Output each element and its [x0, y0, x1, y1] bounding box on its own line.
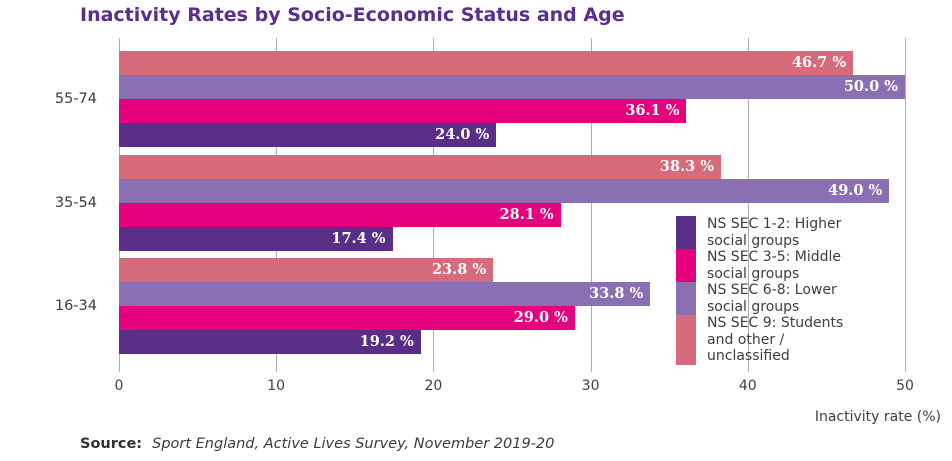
bar-ns-sec-9-35-54: 38.3 % [119, 155, 722, 179]
bar-value-label: 33.8 % [589, 285, 644, 302]
legend-swatch-icon [676, 249, 696, 282]
x-tick-label-30: 30 [581, 378, 600, 394]
bar-value-label: 29.0 % [513, 309, 568, 326]
x-tick-label-0: 0 [114, 378, 124, 394]
bar-value-label: 49.0 % [828, 182, 883, 199]
bar-value-label: 23.8 % [431, 261, 487, 278]
source-note: Source: Sport England, Active Lives Surve… [80, 436, 554, 452]
legend-item-3: NS SEC 9: Students and other / unclassifie… [676, 315, 843, 365]
legend-item-label: NS SEC 3-5: Middle social groups [707, 249, 842, 282]
legend: NS SEC 1-2: Higher social groups NS SEC 3-… [676, 216, 843, 365]
gridline-50 [905, 38, 906, 372]
bar-ns-sec-6-8-16-34: 33.8 % [119, 282, 651, 306]
bar-value-label: 38.3 % [659, 158, 715, 175]
bar-ns-sec-6-8-35-54: 49.0 % [119, 179, 890, 203]
legend-swatch-icon [676, 282, 696, 315]
legend-item-label: NS SEC 9: Students and other / unclassifie… [707, 315, 844, 364]
gridline-40 [747, 38, 749, 372]
y-axis-label-16-34: 16-34 [54, 298, 97, 314]
bar-ns-sec-9-16-34: 23.8 % [119, 258, 494, 282]
bar-value-label: 17.4 % [331, 230, 386, 247]
plot-area: 46.7 % 50.0 % 36.1 % 24.0 % 38.3 % 49.0 % 28.1… [119, 38, 920, 372]
x-tick-label-20: 20 [424, 378, 443, 394]
legend-item-label: NS SEC 6-8: Lower social groups [707, 282, 837, 315]
x-axis-title: Inactivity rate (%) [814, 409, 941, 425]
legend-swatch-icon [676, 315, 696, 365]
chart-title: Inactivity Rates by Socio-Economic Statu… [80, 4, 625, 26]
gridline-30 [590, 38, 592, 372]
bar-ns-sec-1-2-55-74: 24.0 % [119, 123, 497, 147]
bar-ns-sec-3-5-16-34: 29.0 % [119, 306, 575, 330]
bar-ns-sec-6-8-55-74: 50.0 % [119, 75, 905, 99]
bar-ns-sec-3-5-55-74: 36.1 % [119, 99, 687, 123]
x-tick-label-10: 10 [267, 378, 286, 394]
legend-item-1: NS SEC 3-5: Middle social groups [676, 249, 843, 282]
source-text: Sport England, Active Lives Survey, Nove… [152, 436, 555, 452]
bar-value-label: 24.0 % [435, 126, 490, 143]
x-tick-label-40: 40 [738, 378, 757, 394]
legend-item-2: NS SEC 6-8: Lower social groups [676, 282, 843, 315]
bar-ns-sec-3-5-35-54: 28.1 % [119, 203, 561, 227]
bar-ns-sec-1-2-35-54: 17.4 % [119, 227, 393, 251]
bar-value-label: 19.2 % [359, 333, 414, 350]
y-axis-label-35-54: 35-54 [54, 195, 97, 211]
bar-value-label: 46.7 % [791, 54, 847, 71]
source-label: Source: [80, 436, 143, 452]
bar-value-label: 50.0 % [843, 78, 898, 95]
bar-ns-sec-1-2-16-34: 19.2 % [119, 330, 421, 354]
legend-swatch-icon [676, 216, 696, 249]
bar-ns-sec-9-55-74: 46.7 % [119, 51, 854, 75]
x-tick-label-50: 50 [896, 378, 914, 394]
y-axis-label-55-74: 55-74 [54, 91, 97, 107]
bar-value-label: 28.1 % [499, 206, 554, 223]
legend-item-0: NS SEC 1-2: Higher social groups [676, 216, 843, 249]
legend-item-label: NS SEC 1-2: Higher social groups [707, 216, 842, 249]
bar-value-label: 36.1 % [625, 102, 680, 119]
